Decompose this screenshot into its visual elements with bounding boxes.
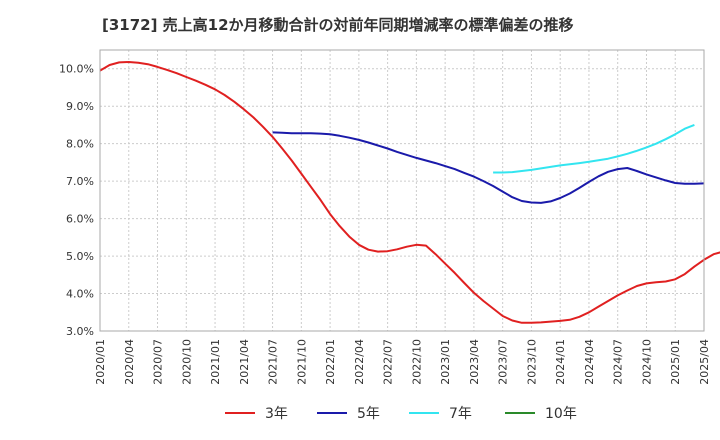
- series-line: [493, 123, 695, 174]
- x-tick-label: 2021/04: [238, 339, 251, 385]
- y-tick-label: 7.0%: [66, 175, 94, 188]
- plot-border: [99, 49, 705, 332]
- x-tick-label: 2022/04: [353, 339, 366, 385]
- x-tick-label: 2024/07: [612, 339, 625, 385]
- x-tick-label: 2022/07: [382, 339, 395, 385]
- y-tick-label: 6.0%: [66, 213, 94, 226]
- legend-label: 3年: [265, 406, 288, 422]
- legend-label: 7年: [449, 406, 472, 422]
- y-tick-label: 8.0%: [66, 138, 94, 151]
- x-tick-label: 2020/10: [180, 339, 193, 385]
- x-tick-label: 2022/10: [410, 339, 423, 385]
- x-tick-label: 2023/04: [468, 339, 481, 385]
- y-tick-label: 10.0%: [59, 63, 94, 76]
- y-tick-label: 9.0%: [66, 100, 94, 113]
- x-tick-label: 2024/10: [640, 339, 653, 385]
- x-tick-label: 2021/01: [209, 339, 222, 385]
- x-tick-label: 2020/07: [152, 339, 165, 385]
- x-tick-label: 2024/04: [583, 339, 596, 385]
- legend: 3年 5年 7年 10年: [225, 406, 577, 422]
- y-axis: 3.0% 4.0% 5.0% 6.0% 7.0% 8.0% 9.0% 10.0%: [59, 63, 94, 338]
- x-axis: 2020/01 2020/04 2020/07 2020/10 2021/01 2021/…: [94, 339, 711, 385]
- x-tick-label: 2023/07: [497, 339, 510, 385]
- x-tick-label: 2021/07: [267, 339, 280, 385]
- legend-label: 10年: [545, 406, 577, 422]
- x-tick-label: 2022/01: [324, 339, 337, 385]
- x-tick-label: 2021/10: [295, 339, 308, 385]
- series-lines: [99, 61, 720, 324]
- x-tick-label: 2024/01: [554, 339, 567, 385]
- x-tick-label: 2025/01: [669, 339, 682, 385]
- x-tick-label: 2020/04: [123, 339, 136, 385]
- y-tick-label: 3.0%: [66, 325, 94, 338]
- chart-title: [3172] 売上高12か月移動合計の対前年同期増減率の標準偏差の推移: [102, 16, 574, 34]
- y-tick-label: 4.0%: [66, 288, 94, 301]
- x-tick-label: 2023/10: [525, 339, 538, 385]
- x-tick-label: 2020/01: [94, 339, 107, 385]
- legend-label: 5年: [357, 406, 380, 422]
- series-line: [99, 61, 720, 324]
- y-tick-label: 5.0%: [66, 250, 94, 263]
- series-line: [272, 131, 705, 204]
- x-tick-label: 2025/04: [698, 339, 711, 385]
- grid: [99, 50, 705, 332]
- x-tick-label: 2023/01: [439, 339, 452, 385]
